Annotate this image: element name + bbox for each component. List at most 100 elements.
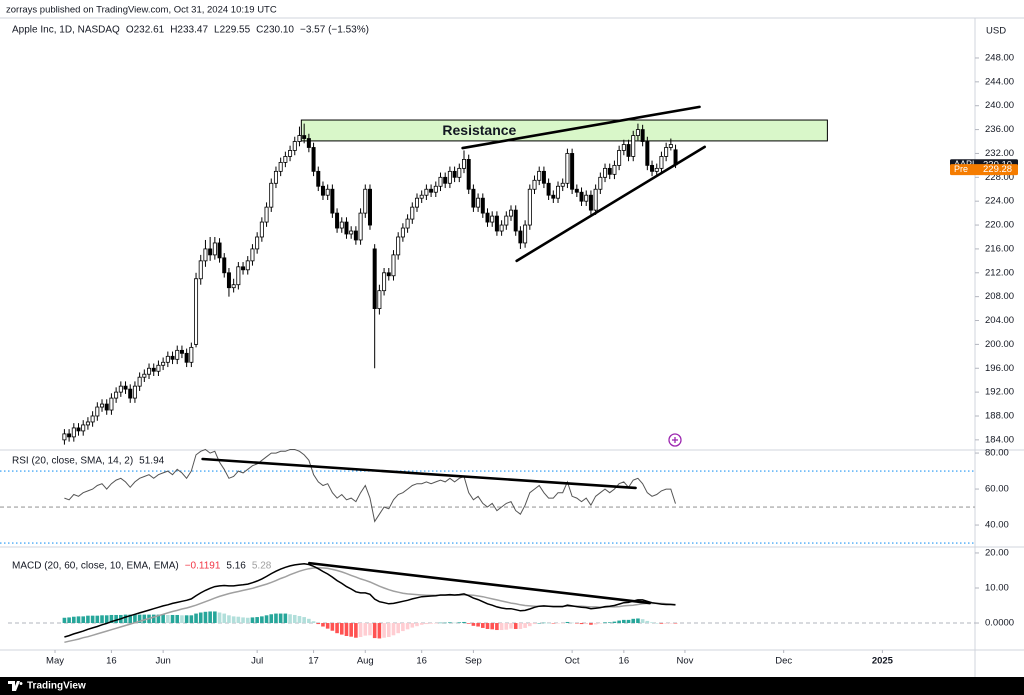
candle-body	[367, 188, 372, 226]
candle-body	[513, 209, 518, 232]
histogram-bar	[546, 623, 551, 624]
histogram-bar	[302, 617, 306, 624]
candle-body	[76, 427, 81, 432]
histogram-bar	[457, 622, 462, 624]
price-label-box	[950, 164, 1018, 176]
histogram-bar	[189, 615, 194, 624]
price-label-value: 229.28	[983, 164, 1012, 175]
footer-bar	[0, 677, 1024, 695]
candle-body	[67, 433, 72, 438]
histogram-bar	[227, 615, 231, 624]
legend-value: RSI (20, close, SMA, 14, 2)	[12, 456, 133, 467]
histogram-bar	[513, 623, 518, 629]
candle-body	[598, 176, 603, 190]
candle-body	[231, 284, 236, 289]
candle-body	[499, 224, 504, 232]
candle-body	[311, 147, 316, 172]
legend-value: L229.55	[214, 25, 251, 36]
candle-body	[584, 194, 589, 202]
candle-body	[386, 272, 391, 277]
candle-body	[607, 167, 612, 175]
candle-body	[494, 215, 499, 232]
candle-body	[504, 215, 509, 226]
y-tick-label: 216.00	[985, 243, 1014, 254]
candle-body	[490, 215, 495, 223]
candle-body	[325, 188, 330, 196]
x-tick-label: Oct	[565, 656, 580, 667]
histogram-bar	[175, 614, 180, 624]
histogram-bar	[180, 615, 184, 624]
histogram-bar	[636, 618, 640, 624]
histogram-bar	[274, 613, 278, 624]
candle-body	[565, 153, 570, 184]
histogram-bar	[410, 623, 415, 628]
histogram-bar	[607, 622, 612, 624]
candle-body	[537, 170, 542, 181]
candle-body	[90, 415, 95, 423]
histogram-bar	[217, 612, 222, 624]
candle-body	[509, 209, 514, 217]
histogram-bar	[104, 615, 109, 624]
histogram-bar	[612, 621, 617, 624]
histogram-bar	[415, 623, 419, 627]
candle-body	[523, 224, 528, 244]
histogram-bar	[495, 623, 499, 631]
x-tick-label: Sep	[465, 656, 482, 667]
histogram-bar	[72, 616, 76, 624]
legend-value: 5.16	[226, 561, 246, 572]
candle-body	[668, 144, 673, 148]
y-tick-label: 20.00	[985, 547, 1009, 558]
histogram-bar	[532, 623, 537, 625]
trend-line	[461, 105, 701, 150]
candle-body	[250, 248, 255, 262]
candle-body	[443, 176, 448, 184]
histogram-bar	[161, 614, 165, 624]
candle-body	[165, 355, 170, 363]
trend-line	[515, 145, 706, 263]
legend-value: O232.61	[126, 25, 165, 36]
y-tick-label: 80.00	[985, 448, 1009, 459]
histogram-bar	[396, 623, 400, 634]
histogram-bar	[659, 623, 664, 624]
histogram-bar	[321, 623, 325, 627]
y-tick-label: 40.00	[985, 520, 1009, 531]
histogram-bar	[184, 615, 189, 624]
price-label-name: Pre	[954, 164, 968, 174]
histogram-bar	[325, 623, 330, 629]
histogram-bar	[123, 614, 128, 624]
currency: USD	[986, 26, 1006, 37]
candle-body	[349, 230, 354, 235]
histogram-bar	[556, 623, 560, 624]
x-tick-label: 16	[416, 656, 427, 667]
candle-body	[142, 373, 147, 378]
histogram-bar	[452, 622, 457, 624]
histogram-bar	[570, 622, 574, 624]
histogram-bar	[156, 614, 161, 624]
histogram-bar	[377, 623, 382, 639]
candle-body	[175, 349, 180, 360]
candle-body	[556, 185, 561, 199]
histogram-bar	[528, 623, 532, 627]
histogram-bar	[673, 623, 678, 624]
histogram-bar	[269, 614, 274, 624]
candle-body	[546, 182, 551, 196]
candle-body	[330, 188, 335, 214]
candle-body	[71, 427, 76, 438]
histogram-bar	[490, 623, 495, 630]
y-tick-label: 204.00	[985, 315, 1014, 326]
candle-body	[603, 167, 608, 178]
candle-body	[283, 156, 288, 163]
candle-body	[241, 266, 246, 271]
y-tick-label: 200.00	[985, 339, 1014, 350]
histogram-bar	[95, 615, 100, 624]
histogram-bar	[368, 623, 372, 636]
histogram-bar	[208, 611, 212, 624]
histogram-bar	[142, 614, 147, 624]
candle-body	[447, 170, 452, 184]
candle-body	[170, 355, 175, 360]
candle-body	[551, 194, 556, 199]
candle-body	[438, 176, 443, 187]
histogram-bar	[283, 613, 288, 624]
histogram-bar	[565, 621, 570, 624]
